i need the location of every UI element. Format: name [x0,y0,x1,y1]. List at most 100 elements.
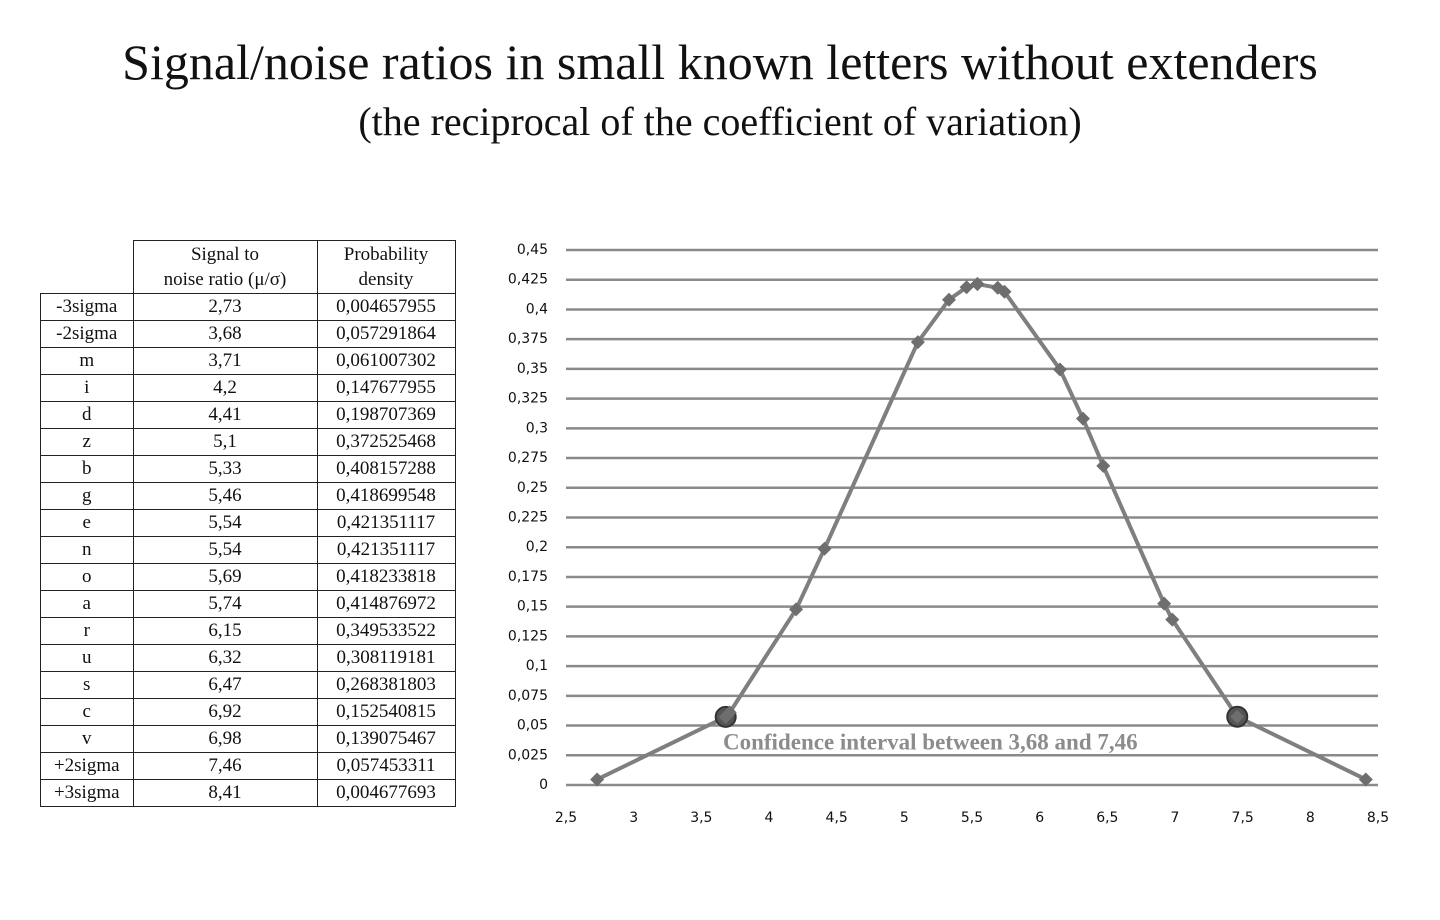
table-cell: 6,15 [132,617,318,645]
y-tick-label: 0,025 [508,747,548,763]
row-label: r [40,617,134,645]
row-label: c [40,698,134,726]
x-tick-label: 6,5 [1096,810,1118,826]
row-label: m [40,347,134,375]
y-tick-label: 0,275 [508,450,548,466]
table-cell: 0,349533522 [316,617,456,645]
point-marker [590,772,605,787]
table-cell: 0,408157288 [316,455,456,483]
y-tick-label: 0,375 [508,331,548,347]
point-marker [1165,612,1180,627]
table-cell: 3,71 [132,347,318,375]
point-marker [789,602,804,617]
row-label: z [40,428,134,456]
table-row: i 4,2 0,147677955 [40,374,456,402]
header-cell: Signal to noise ratio (μ/σ) [132,240,318,294]
y-tick-label: 0,15 [517,599,548,615]
y-tick-label: 0,3 [526,420,548,436]
x-tick-label: 7,5 [1232,810,1254,826]
y-tick-label: 0,35 [517,361,548,377]
y-tick-label: 0,175 [508,569,548,585]
table-cell: 0,418233818 [316,563,456,591]
table-cell: 0,421351117 [316,509,456,537]
y-tick-label: 0,325 [508,391,548,407]
series-line [596,282,1367,782]
header-row: Signal to noise ratio (μ/σ) Probability … [40,240,456,294]
row-label: o [40,563,134,591]
y-tick-label: 0,125 [508,628,548,644]
point-marker [722,705,737,720]
y-tick-label: 0,25 [517,480,548,496]
x-tick-label: 4 [765,810,774,826]
table-cell: 5,1 [132,428,318,456]
table-row: r 6,15 0,349533522 [40,617,456,645]
table-cell: 8,41 [132,779,318,807]
table-cell: 0,004657955 [316,293,456,321]
x-tick-label: 5,5 [961,810,983,826]
header-cell: Probability density [316,240,456,294]
point-marker [910,335,925,350]
y-tick-label: 0,1 [526,658,548,674]
row-label: -2sigma [40,320,134,348]
y-tick-label: 0,425 [508,272,548,288]
row-label: v [40,725,134,753]
table-cell: 0,057291864 [316,320,456,348]
point-marker [1157,596,1172,611]
y-tick-label: 0,075 [508,688,548,704]
title: Signal/noise ratios in small known lette… [122,34,1318,90]
point-marker [997,284,1012,299]
point-marker [817,541,832,556]
row-label: d [40,401,134,429]
table-cell: 6,98 [132,725,318,753]
y-tick-label: 0,05 [517,718,548,734]
table-cell: 4,2 [132,374,318,402]
row-label: +3sigma [40,779,134,807]
y-tick-label: 0 [539,777,548,793]
table-cell: 5,33 [132,455,318,483]
table-row: n 5,54 0,421351117 [40,536,456,564]
x-tick-label: 2,5 [555,810,577,826]
x-tick-label: 4,5 [826,810,848,826]
table-row: d 4,41 0,198707369 [40,401,456,429]
x-tick-label: 3 [629,810,638,826]
table-cell: 2,73 [132,293,318,321]
y-tick-label: 0,4 [526,301,548,317]
point-marker [959,280,974,295]
table-row: -3sigma 2,73 0,004657955 [40,293,456,321]
y-tick-label: 0,2 [526,539,548,555]
table-row: -2sigma 3,68 0,057291864 [40,320,456,348]
table-cell: 5,46 [132,482,318,510]
table-cell: 6,92 [132,698,318,726]
point-marker [941,292,956,307]
table-row: b 5,33 0,408157288 [40,455,456,483]
x-tick-label: 8 [1306,810,1315,826]
header-cell [40,240,134,294]
x-tick-label: 7 [1171,810,1180,826]
table-cell: 0,414876972 [316,590,456,618]
data-table: Signal to noise ratio (μ/σ) Probability … [40,240,456,807]
row-label: n [40,536,134,564]
table-row: e 5,54 0,421351117 [40,509,456,537]
point-marker [1052,362,1067,377]
subtitle: (the reciprocal of the coefficient of va… [358,99,1082,144]
table-row: a 5,74 0,414876972 [40,590,456,618]
table-cell: 0,061007302 [316,347,456,375]
point-marker [1096,458,1111,473]
table-cell: 4,41 [132,401,318,429]
y-tick-label: 0,225 [508,510,548,526]
point-marker [1358,772,1373,787]
point-marker [1075,411,1090,426]
table-row: m 3,71 0,061007302 [40,347,456,375]
point-marker [970,277,985,292]
table-cell: 0,004677693 [316,779,456,807]
x-tick-label: 8,5 [1367,810,1389,826]
table-cell: 3,68 [132,320,318,348]
table-cell: 7,46 [132,752,318,780]
table-row: z 5,1 0,372525468 [40,428,456,456]
table-cell: 0,372525468 [316,428,456,456]
table-row: c 6,92 0,152540815 [40,698,456,726]
table-row: o 5,69 0,418233818 [40,563,456,591]
table-cell: 0,268381803 [316,671,456,699]
